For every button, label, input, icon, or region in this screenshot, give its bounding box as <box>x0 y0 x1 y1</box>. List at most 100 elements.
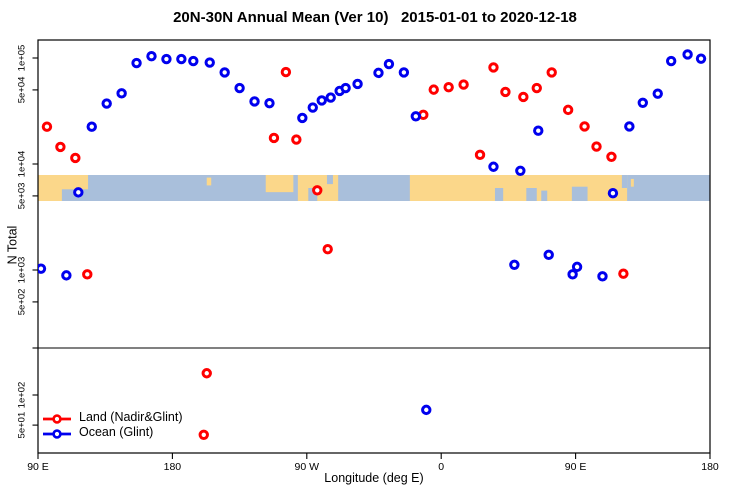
y-tick-label: 5e+03 <box>17 183 28 210</box>
data-point-land <box>268 132 280 144</box>
data-point-land <box>518 91 529 103</box>
data-point-land <box>546 67 557 78</box>
data-point-ocean <box>161 53 172 65</box>
data-point-ocean <box>421 404 432 416</box>
data-point-ocean <box>533 125 544 136</box>
data-point-ocean <box>597 271 608 282</box>
data-point-ocean <box>264 97 275 109</box>
data-point-land <box>474 149 486 161</box>
x-tick-label: 180 <box>164 461 182 473</box>
data-point-land <box>606 151 617 162</box>
x-tick-label: 0 <box>438 461 444 473</box>
data-point-ocean <box>204 57 215 68</box>
y-tick-label: 1e+03 <box>17 257 28 284</box>
data-point-ocean <box>488 161 499 172</box>
data-point-land <box>312 185 323 196</box>
data-point-ocean <box>509 259 520 270</box>
data-point-ocean <box>116 88 127 99</box>
legend-label-ocean: Ocean (Glint) <box>79 425 154 439</box>
ocean-notch <box>621 175 628 188</box>
data-point-ocean <box>607 188 619 199</box>
ocean-notch <box>494 188 504 201</box>
data-point-ocean <box>624 121 635 132</box>
data-point-land <box>458 79 469 90</box>
land-patch <box>265 175 294 193</box>
x-tick-label: 90 E <box>565 461 587 473</box>
legend-item-ocean: Ocean (Glint) <box>42 425 183 440</box>
data-point-land <box>41 121 53 132</box>
x-tick-label: 180 <box>701 461 719 473</box>
y-tick-label: 5e+02 <box>17 289 28 316</box>
data-point-land <box>82 269 93 280</box>
data-point-ocean <box>73 187 84 198</box>
chart-title: 20N-30N Annual Mean (Ver 10) 2015-01-01 … <box>173 9 577 26</box>
data-point-ocean <box>665 55 677 67</box>
data-point-ocean <box>61 270 72 281</box>
data-point-ocean <box>515 165 526 176</box>
data-point-ocean <box>652 88 663 99</box>
data-point-ocean <box>373 67 384 79</box>
ocean-notch <box>571 186 588 201</box>
data-point-ocean <box>188 55 199 67</box>
data-point-land <box>579 121 590 132</box>
data-point-land <box>55 141 66 153</box>
data-point-ocean <box>543 249 554 261</box>
x-axis-title: Longitude (deg E) <box>324 471 424 485</box>
data-point-land <box>562 104 574 116</box>
data-point-ocean <box>234 82 245 94</box>
land-patch <box>630 178 634 187</box>
data-point-land <box>428 84 439 95</box>
data-point-land <box>443 82 454 93</box>
x-tick-label: 90 E <box>27 461 49 473</box>
data-point-ocean <box>571 261 583 273</box>
y-tick-label: 1e+05 <box>17 45 28 72</box>
data-point-ocean <box>410 111 422 122</box>
data-point-ocean <box>567 269 578 280</box>
ocean-notch <box>308 188 318 201</box>
data-point-land <box>618 268 629 279</box>
data-point-land <box>70 152 81 164</box>
legend-label-land: Land (Nadir&Glint) <box>79 410 183 424</box>
data-point-land <box>201 368 212 379</box>
data-point-ocean <box>695 53 707 64</box>
legend-item-land: Land (Nadir&Glint) <box>42 410 183 425</box>
legend: Land (Nadir&Glint) Ocean (Glint) <box>42 410 183 440</box>
data-point-ocean <box>307 102 318 113</box>
ocean-notch <box>326 175 333 185</box>
data-point-ocean <box>219 67 230 78</box>
data-point-ocean <box>176 53 187 65</box>
plot-frame <box>37 39 711 454</box>
ocean-notch <box>541 190 548 201</box>
data-point-ocean <box>297 112 308 124</box>
data-point-land <box>198 429 209 440</box>
data-point-ocean <box>340 82 351 94</box>
y-tick-label: 5e+01 <box>17 412 28 439</box>
data-point-land <box>322 244 333 255</box>
x-tick-label: 90 W <box>295 461 320 473</box>
y-tick-label: 1e+04 <box>17 151 28 178</box>
data-point-land <box>531 82 542 94</box>
data-point-ocean <box>682 49 693 60</box>
data-point-ocean <box>86 121 97 132</box>
data-point-ocean <box>38 263 47 274</box>
data-point-land <box>280 66 292 78</box>
land-patch <box>409 175 628 201</box>
data-point-ocean <box>316 95 327 106</box>
data-point-land <box>500 86 511 98</box>
data-point-land <box>488 62 499 73</box>
data-point-ocean <box>146 50 157 62</box>
land-patch <box>206 177 212 186</box>
data-point-ocean <box>398 67 410 78</box>
data-point-ocean <box>131 57 142 69</box>
data-point-ocean <box>383 58 395 70</box>
ocean-series-marker-icon <box>42 427 72 439</box>
data-point-ocean <box>352 78 363 90</box>
data-point-land <box>591 141 602 152</box>
ocean-notch <box>526 188 537 201</box>
data-point-ocean <box>101 98 112 109</box>
y-tick-label: 5e+04 <box>17 77 28 104</box>
land-series-marker-icon <box>42 412 72 424</box>
data-point-land <box>291 134 302 145</box>
